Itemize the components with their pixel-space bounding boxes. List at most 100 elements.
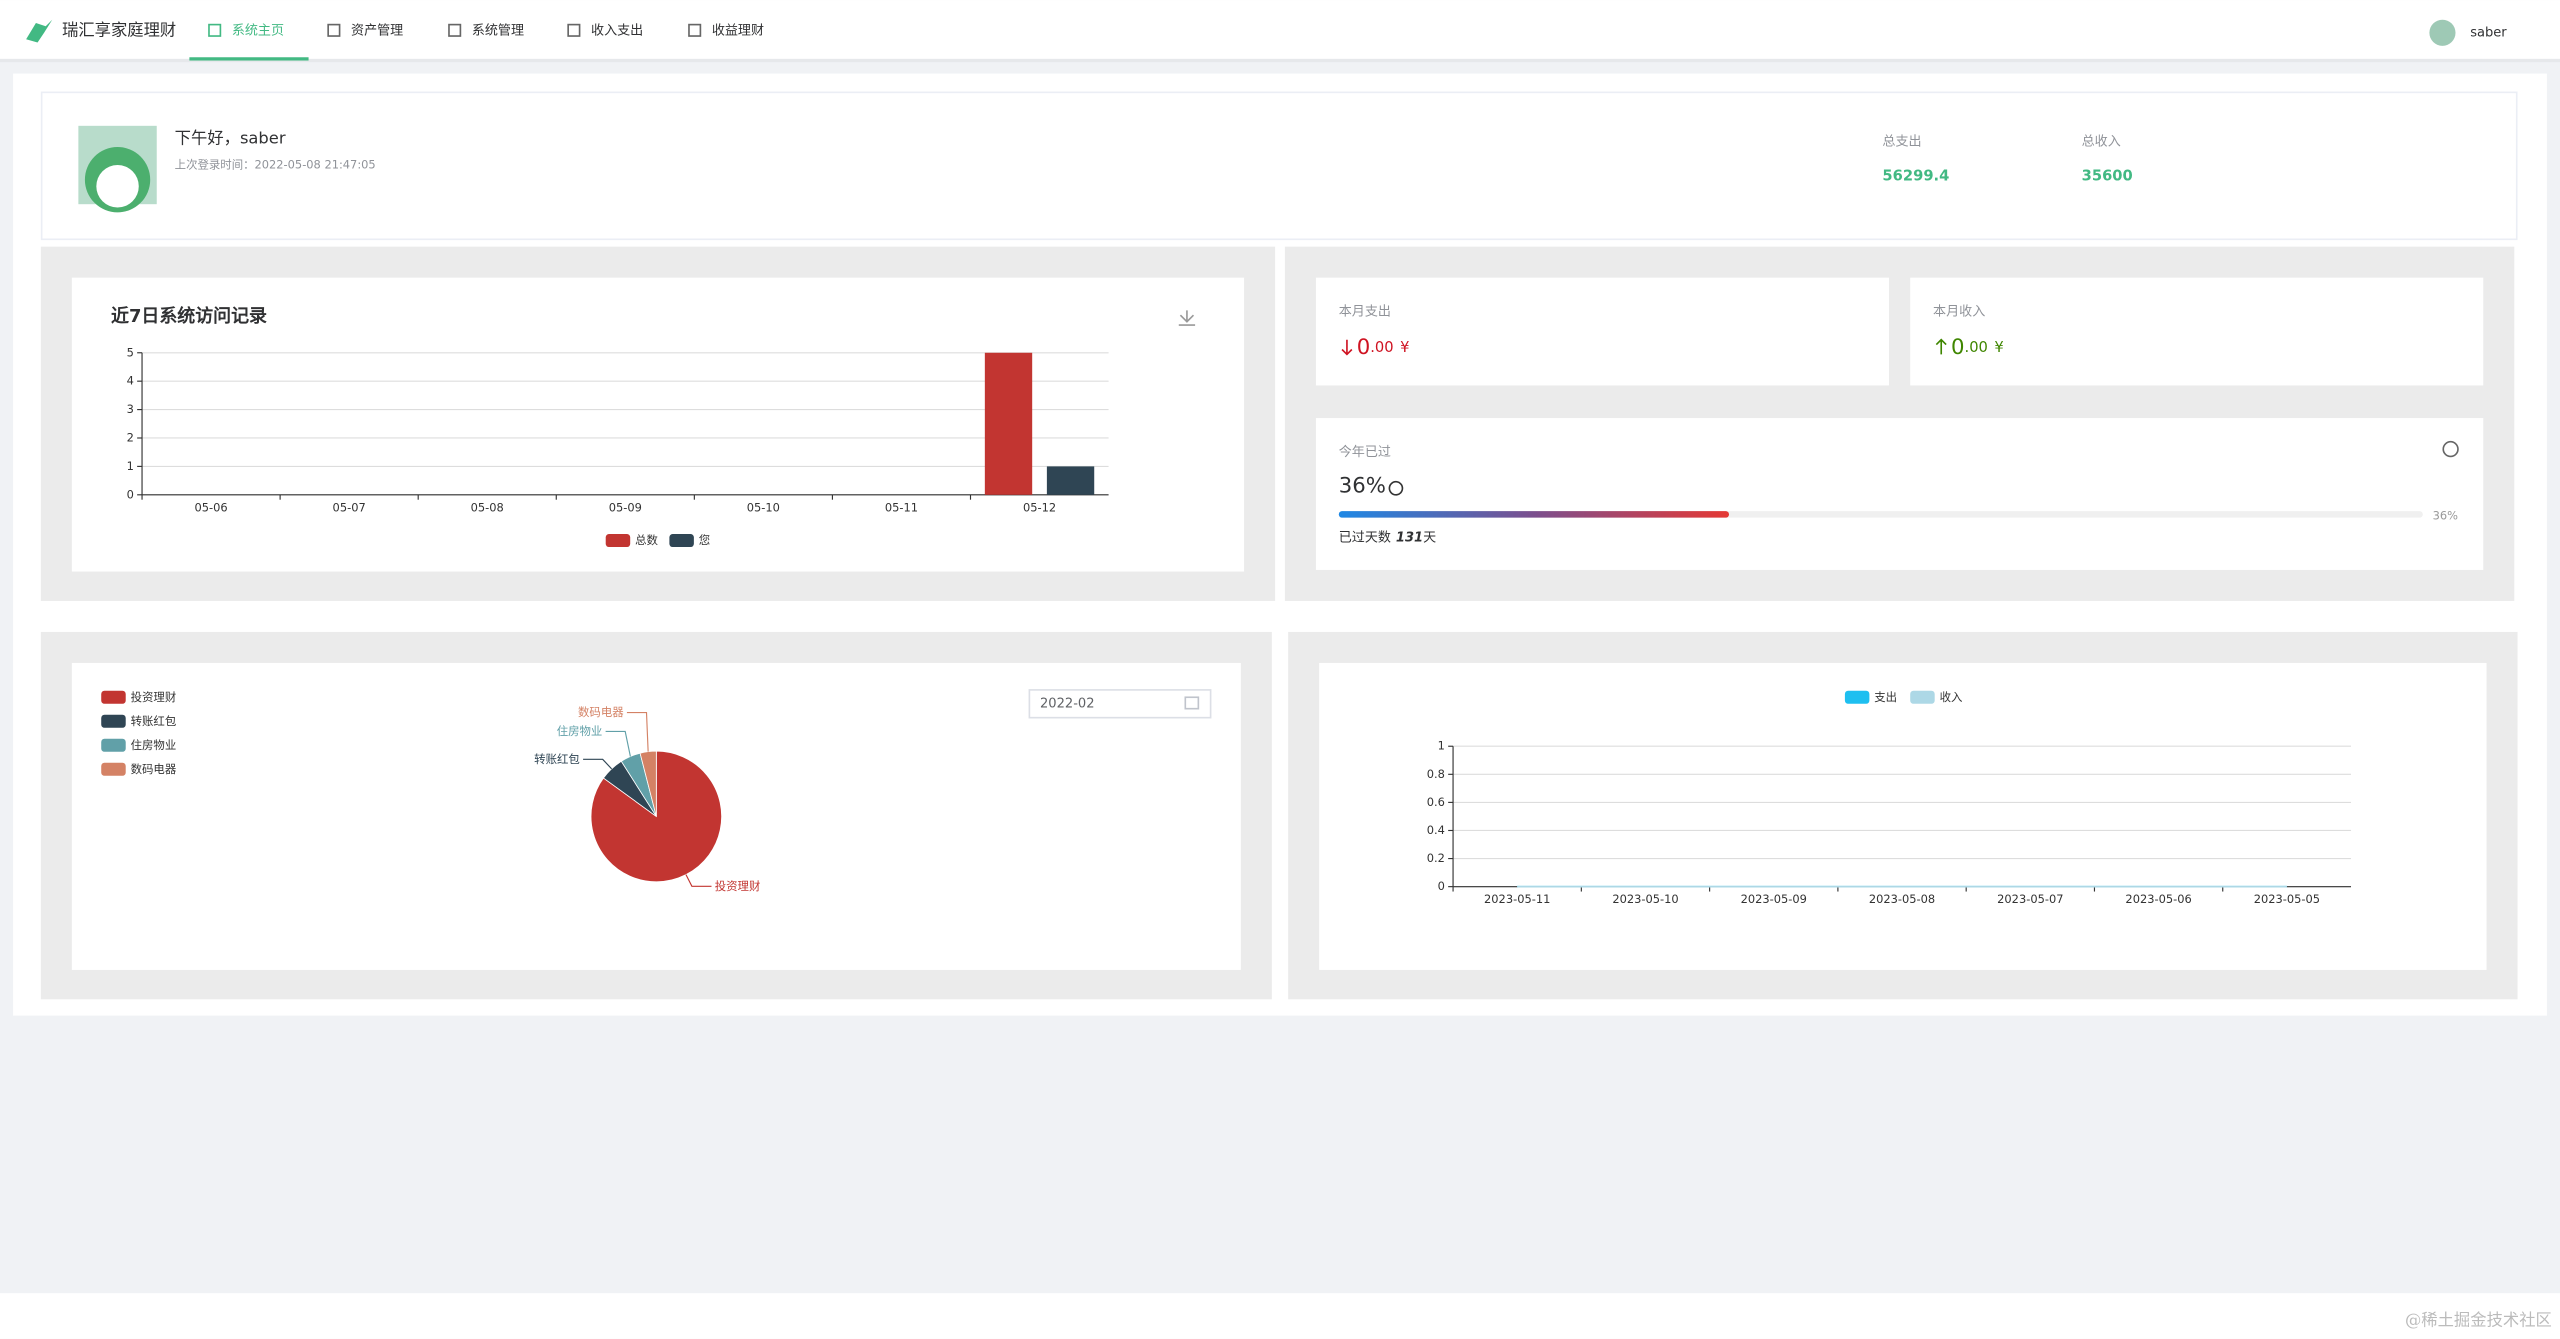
stat-value: 35600 (2082, 167, 2133, 184)
date-picker[interactable] (1028, 689, 1212, 719)
y-tick-label: 0 (1438, 879, 1445, 893)
bar (984, 352, 1033, 495)
legend-label: 数码电器 (131, 762, 177, 776)
x-tick-label: 2023-05-05 (2254, 892, 2320, 906)
navbar (0, 0, 2560, 59)
nav-item[interactable]: 系统管理 (472, 24, 524, 39)
x-tick-label: 2023-05-06 (2125, 892, 2191, 906)
days-label: 已过天数 (1339, 530, 1391, 545)
chart-title: 近7日系统访问记录 (111, 305, 267, 327)
last-login: 上次登录时间：2022-05-08 21:47:05 (175, 158, 376, 172)
legend-swatch (101, 690, 126, 704)
card (1319, 662, 2487, 970)
legend-swatch (101, 738, 126, 752)
y-tick-label: 0.8 (1427, 767, 1445, 781)
watermark: @稀土掘金技术社区 (2405, 1310, 2552, 1329)
card (1315, 277, 1889, 386)
x-tick-label: 05-08 (471, 500, 504, 514)
legend-label: 支出 (1874, 690, 1897, 704)
nav-item[interactable]: 资产管理 (351, 24, 403, 39)
nav-icon (327, 23, 341, 37)
dec: .00 (1370, 339, 1393, 356)
year-percent: 36% (1339, 474, 1386, 499)
legend-label: 收入 (1940, 690, 1963, 704)
progress-label: 36% (2433, 509, 2459, 523)
greeting: 下午好，saber (175, 128, 286, 147)
logo (26, 19, 53, 43)
days-unit: 天 (1423, 530, 1436, 545)
x-tick-label: 05-09 (609, 500, 642, 514)
pie-label: 住房物业 (557, 724, 603, 738)
date-value[interactable]: 2022-02 (1040, 696, 1095, 711)
int: 0 (1357, 335, 1371, 360)
x-tick-label: 2023-05-10 (1612, 892, 1678, 906)
legend-label: 总数 (635, 533, 658, 547)
nav-item[interactable]: 收益理财 (712, 24, 764, 39)
nav-icon (688, 23, 702, 37)
legend-label: 投资理财 (131, 690, 177, 704)
legend-swatch (1910, 690, 1935, 704)
pie-label: 转账红包 (534, 752, 580, 766)
bar (1046, 466, 1095, 495)
days-value: 131 (1396, 530, 1423, 545)
legend-swatch (101, 714, 126, 728)
download-icon[interactable] (1178, 310, 1196, 326)
welcome-card (40, 91, 2518, 241)
x-tick-label: 2023-05-11 (1484, 892, 1550, 906)
card (71, 277, 1245, 572)
legend-label: 住房物业 (131, 738, 177, 752)
y-tick-label: 1 (127, 459, 134, 473)
x-tick-label: 05-06 (195, 500, 228, 514)
x-tick-label: 05-11 (885, 500, 918, 514)
active-underline (189, 57, 309, 61)
dec: .00 (1965, 339, 1988, 356)
x-tick-label: 2023-05-07 (1997, 892, 2063, 906)
pie-label: 投资理财 (715, 879, 761, 893)
leader-line (685, 874, 712, 887)
pie-slice (590, 750, 723, 883)
days: 已过天数 131天 (1339, 530, 1436, 545)
nav-icon (208, 23, 222, 37)
legend-swatch (605, 533, 631, 548)
avatar-face (96, 165, 139, 208)
legend-swatch (1844, 690, 1870, 704)
y-tick-label: 0.6 (1427, 795, 1445, 809)
info-icon[interactable] (2442, 440, 2459, 458)
user-name[interactable]: saber (2470, 25, 2507, 40)
nav-item[interactable]: 收入支出 (591, 24, 643, 39)
nav-icon (448, 23, 462, 37)
y-tick-label: 0.2 (1427, 851, 1445, 865)
user-avatar[interactable] (2429, 19, 2456, 46)
x-tick-label: 2023-05-09 (1741, 892, 1807, 906)
y-tick-label: 1 (1438, 739, 1445, 753)
month-label: 本月支出 (1339, 304, 1391, 319)
brand: 瑞汇享家庭理财 (62, 21, 176, 40)
nav-shadow (0, 58, 2560, 63)
unit: ¥ (1400, 339, 1409, 356)
x-tick-label: 05-12 (1023, 500, 1056, 514)
legend-label: 转账红包 (131, 714, 177, 728)
pie-slice (639, 750, 657, 817)
footer (0, 1293, 2560, 1339)
down-arrow (1341, 339, 1353, 356)
legend-swatch (669, 533, 694, 548)
calendar-icon (1184, 696, 1200, 710)
card (1315, 418, 2484, 570)
month-label: 本月收入 (1933, 304, 1985, 319)
pie-label: 数码电器 (578, 705, 624, 719)
y-tick-label: 4 (127, 374, 134, 388)
unit: ¥ (1994, 339, 2003, 356)
y-tick-label: 3 (127, 402, 134, 416)
y-tick-label: 0.4 (1427, 823, 1445, 837)
x-tick-label: 2023-05-08 (1869, 892, 1935, 906)
y-tick-label: 0 (127, 487, 134, 501)
leader-line (626, 711, 649, 752)
nav-icon (567, 23, 581, 37)
y-tick-label: 2 (127, 430, 134, 444)
stat-value: 56299.4 (1882, 167, 1949, 184)
smile-icon (1388, 480, 1404, 496)
nav-item[interactable]: 系统主页 (232, 24, 284, 39)
stat-label: 总支出 (1882, 135, 1921, 150)
int: 0 (1951, 335, 1965, 360)
